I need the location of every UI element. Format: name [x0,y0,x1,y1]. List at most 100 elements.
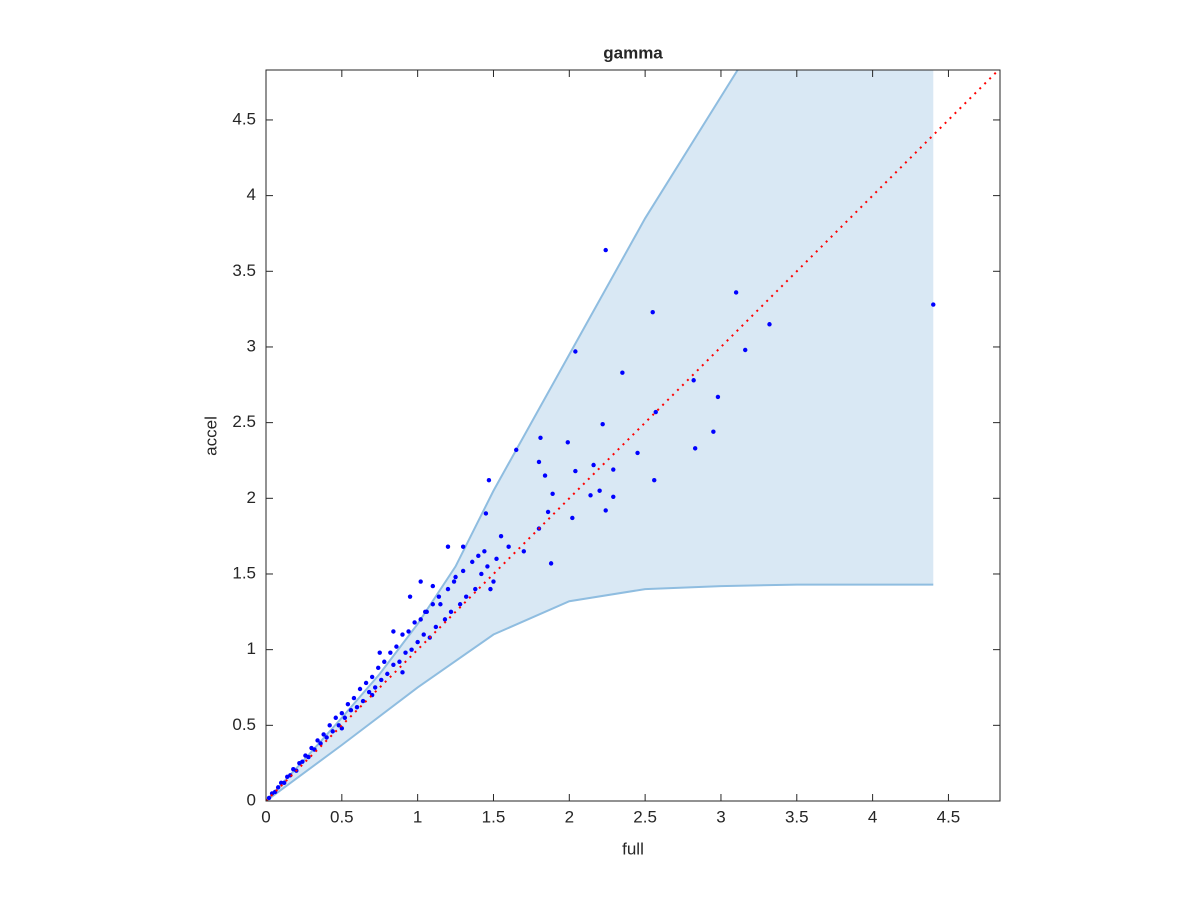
point [278,780,284,786]
point [545,509,551,515]
point [372,685,378,690]
axes-box [265,69,1001,802]
point [479,571,484,577]
point [565,440,570,445]
point [306,754,311,760]
point [442,617,448,622]
y-tick-label: 3 [247,336,256,355]
point [476,553,481,559]
point [318,741,323,746]
point [588,493,593,498]
point [423,609,428,615]
point [600,421,605,427]
point [281,780,287,786]
point [266,795,272,801]
x-tick-label: 1 [413,807,422,826]
point [327,723,332,728]
point [409,647,414,652]
point [348,707,354,713]
point [653,409,658,415]
point [733,290,739,295]
point [275,785,281,790]
point [394,644,399,649]
x-axis-label: full [622,839,644,858]
x-tick-label: 2.5 [633,807,657,826]
point [397,659,402,664]
point [385,671,390,677]
point [486,477,492,483]
point [339,726,345,731]
band-edge [266,583,934,801]
point [377,650,382,655]
point [650,309,655,315]
y-tick-label: 0.5 [232,715,256,734]
point [463,594,469,599]
point [711,429,716,434]
point [406,629,411,634]
point [391,662,396,667]
x-tick-label: 4 [868,807,877,826]
point [542,473,548,478]
point [603,247,608,253]
point [379,677,384,683]
point [400,632,405,637]
point [376,665,381,671]
point [336,723,341,728]
y-axis-label: accel [201,416,220,456]
point [548,561,554,566]
reference-line [266,70,1000,801]
point [635,450,640,456]
point [597,488,602,493]
point [418,617,423,622]
point [473,586,478,592]
y-tick-label: 4 [247,185,256,204]
point [407,594,413,599]
x-tick-label: 1.5 [482,807,506,826]
point [570,515,575,521]
point [324,735,329,740]
point [321,732,326,737]
band-edge [266,70,739,801]
point [415,639,420,645]
point [603,508,608,513]
point [491,579,496,584]
point [483,511,489,516]
x-tick-label: 3 [716,807,725,826]
point [400,670,405,675]
point [448,609,454,615]
point [488,586,493,592]
point [430,602,436,607]
point [715,394,721,400]
point [430,583,436,589]
point [351,695,357,701]
point [315,738,320,743]
point [536,459,542,465]
point [412,620,417,625]
point [391,629,396,634]
point [403,650,408,655]
point [445,544,451,549]
x-tick-label: 0.5 [330,807,354,826]
point [498,533,504,539]
point [451,579,457,584]
point [345,701,351,707]
point [591,462,596,468]
point [369,674,375,680]
point [611,467,616,472]
point [333,715,338,720]
point [433,624,439,630]
point [453,574,458,580]
point [339,711,345,716]
point [494,556,499,562]
point [767,322,772,327]
y-tick-label: 2 [247,488,256,507]
point [470,559,475,565]
point [620,370,625,375]
point [421,632,426,637]
point [931,302,936,307]
x-tick-label: 4.5 [937,807,961,826]
point [436,594,442,599]
x-tick-label: 0 [261,807,270,826]
y-tick-label: 1.5 [232,563,256,582]
point [691,378,696,383]
